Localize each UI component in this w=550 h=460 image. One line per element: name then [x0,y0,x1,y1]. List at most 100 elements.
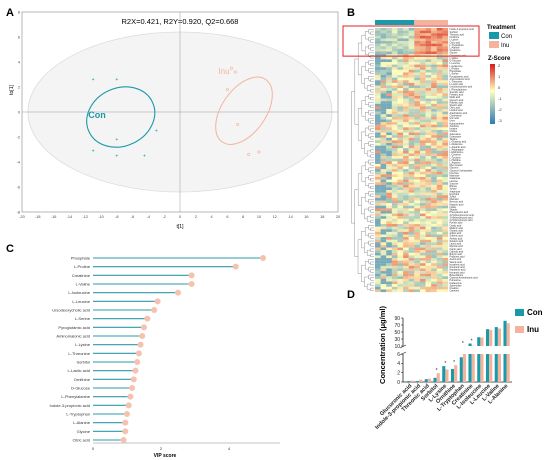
bar-inu [419,379,423,382]
heatmap-row-label: L-Proline [450,67,460,70]
bar-inu-upper [480,337,484,346]
heatmap-cell [403,69,409,73]
heatmap-cell [436,210,443,214]
dendrogram-branch [368,159,374,165]
legend-swatch-inu [489,41,499,48]
heatmap-cell [414,278,421,282]
heatmap-row-label: Heptanoic acid [450,269,466,272]
heatmap-cell [425,268,432,272]
heatmap-cell [408,56,415,60]
panel-c-vip-plot: VIP score PhosphateL-ProlineCreatinineL-… [50,255,280,459]
heatmap-cell [386,145,392,149]
heatmap-cell [397,98,404,102]
legend-treatment-inu: Inu [501,43,509,49]
heatmap-cell [425,106,432,110]
heatmap-cell [386,46,392,50]
heatmap-cell [403,255,409,259]
heatmap-cell [403,148,409,151]
heatmap-cell [375,271,381,274]
heatmap-cell [408,51,415,55]
heatmap-row-label: Capric acid [450,248,463,251]
heatmap-cell [386,252,392,256]
heatmap-cell [436,135,443,138]
heatmap-cell [375,33,381,36]
heatmap-cell [375,132,381,136]
heatmap-cell [408,289,415,293]
heatmap-cell [414,119,421,123]
heatmap-cell [408,109,415,112]
heatmap-cell [380,38,387,42]
heatmap-cell [375,265,381,269]
vip-category-label: Indole-3-propionic acid [50,403,90,408]
heatmap-cell [408,127,415,131]
heatmap-row-label: Cholesterol [450,114,463,117]
x-tick-label: -6 [131,215,134,219]
heatmap-cell [391,95,398,99]
heatmap-cell [431,75,437,78]
heatmap-cell [397,80,404,83]
heatmap-cell [375,260,381,264]
heatmap-cell [403,41,409,44]
heatmap-cell [380,72,387,76]
heatmap-cell [380,216,387,219]
heatmap-cell [397,119,404,123]
y-tick-label-lower: 4 [397,361,400,367]
heatmap-cell [380,231,387,235]
heatmap-cell [425,77,432,81]
heatmap-cell [414,205,421,209]
heatmap-cell [425,163,432,167]
heatmap-cell [397,101,404,104]
heatmap-cell [391,127,398,131]
heatmap-cell [436,77,443,81]
heatmap-row-label: 4-Hydroxybenzoic acid [450,214,475,217]
heatmap-cell [419,271,426,274]
heatmap-cell [397,132,404,136]
heatmap-cell [436,200,443,204]
heatmap-cell [419,182,426,185]
heatmap-cell [375,224,381,227]
heatmap-cell [414,98,421,102]
heatmap-cell [431,260,437,264]
heatmap-cell [386,54,392,57]
heatmap-cell [380,163,387,167]
dendrogram-branch [370,227,374,231]
dendrogram-branch [370,136,374,140]
heatmap-cell [442,205,449,209]
panel-a-ylabel: to[1] [9,85,15,95]
heatmap-cell [391,64,398,68]
heatmap-cell [419,156,426,159]
vip-dot [144,315,151,322]
heatmap-cell [436,106,443,110]
heatmap-cell [380,221,387,225]
vip-dot [154,298,161,305]
heatmap-cell [386,153,392,157]
heatmap-cell [414,150,421,154]
heatmap-cell [386,93,392,97]
heatmap-cell [397,156,404,159]
significance-mark: * [471,339,473,345]
heatmap-cell [419,286,426,290]
heatmap-cell [436,93,443,97]
heatmap-cell [408,174,415,178]
heatmap-cell [414,268,421,272]
dendrogram-branch [370,269,374,273]
heatmap-cell [425,88,432,91]
bar-con-upper [477,337,481,346]
heatmap-cell [408,85,415,89]
heatmap-cell [397,176,404,180]
heatmap-cell [375,122,381,125]
y-tick-label: -6 [17,185,20,189]
heatmap-cell [419,140,426,144]
heatmap-cell [431,119,437,123]
heatmap-row-label: Nonanoic acid [450,266,466,269]
heatmap-cell [431,30,437,34]
bar-category-label: Indole-3-propionic acid [374,383,422,431]
heatmap-cell [391,208,398,212]
heatmap-cell [375,231,381,235]
heatmap-cell [380,46,387,50]
heatmap-cell [425,61,432,65]
heatmap-cell [419,38,426,42]
heatmap-cell [380,184,387,188]
heatmap-cell [386,61,392,65]
vip-dot [124,411,130,417]
